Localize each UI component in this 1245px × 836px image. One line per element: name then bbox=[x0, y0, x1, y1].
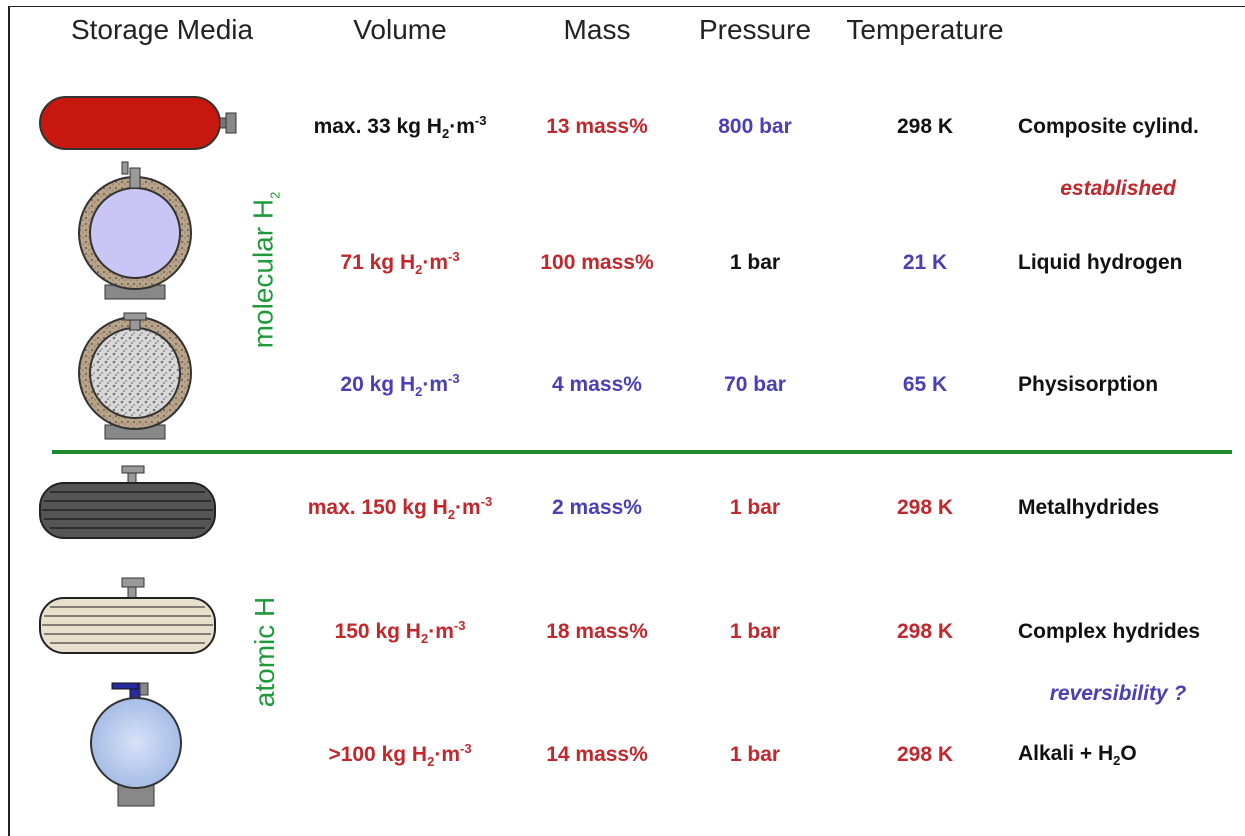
text-part: 2 mass% bbox=[552, 496, 642, 519]
text-part: O bbox=[1120, 742, 1136, 765]
complex-hydride-icon bbox=[40, 578, 215, 653]
group-label: molecular H2 bbox=[248, 192, 283, 349]
text-part: molecular H bbox=[248, 199, 279, 348]
text-part: 14 mass% bbox=[546, 743, 648, 766]
text-part: atomic H bbox=[249, 597, 280, 707]
text-part: reversibility ? bbox=[1050, 682, 1187, 705]
text-part: -3 bbox=[475, 113, 487, 128]
pressure-cell: 1 bar bbox=[730, 496, 780, 520]
name-cell: Metalhydrides bbox=[1018, 496, 1159, 520]
alkali-icon bbox=[91, 683, 181, 806]
text-part: >100 kg H bbox=[328, 743, 427, 766]
name-cell: Composite cylind. bbox=[1018, 115, 1199, 139]
text-part: 2 bbox=[442, 126, 449, 141]
temperature-cell: 298 K bbox=[897, 743, 953, 767]
text-part: 4 mass% bbox=[552, 373, 642, 396]
note: reversibility ? bbox=[1050, 682, 1187, 706]
volume-cell: 20 kg H2·m-3 bbox=[340, 371, 459, 399]
text-part: -3 bbox=[481, 494, 493, 509]
text-part: ·m bbox=[434, 743, 460, 766]
group-label: atomic H bbox=[249, 597, 281, 707]
volume-cell: 71 kg H2·m-3 bbox=[340, 249, 459, 277]
column-header: Volume bbox=[353, 14, 446, 46]
pressure-cell: 70 bar bbox=[724, 373, 786, 397]
mass-cell: 4 mass% bbox=[552, 373, 642, 397]
mass-cell: 14 mass% bbox=[546, 743, 648, 767]
name-cell: Alkali + H2O bbox=[1018, 742, 1137, 768]
text-part: ·m bbox=[428, 620, 454, 643]
text-part: 21 K bbox=[903, 251, 947, 274]
text-part: Metalhydrides bbox=[1018, 496, 1159, 519]
text-part: -3 bbox=[454, 618, 466, 633]
text-part: 13 mass% bbox=[546, 115, 648, 138]
text-part: 298 K bbox=[897, 496, 953, 519]
text-part: 65 K bbox=[903, 373, 947, 396]
column-header: Mass bbox=[564, 14, 631, 46]
text-part: 100 mass% bbox=[540, 251, 653, 274]
volume-cell: 150 kg H2·m-3 bbox=[335, 618, 466, 646]
text-part: 298 K bbox=[897, 743, 953, 766]
text-part: 298 K bbox=[897, 115, 953, 138]
text-part: Complex hydrides bbox=[1018, 620, 1200, 643]
text-part: max. 150 kg H bbox=[308, 496, 448, 519]
text-part: 70 bar bbox=[724, 373, 786, 396]
text-part: 2 bbox=[421, 631, 428, 646]
pressure-cell: 1 bar bbox=[730, 251, 780, 275]
metalhydride-icon bbox=[40, 466, 215, 538]
text-part: 1 bar bbox=[730, 620, 780, 643]
mass-cell: 100 mass% bbox=[540, 251, 653, 275]
pressure-cell: 800 bar bbox=[718, 115, 792, 139]
column-header: Storage Media bbox=[71, 14, 253, 46]
temperature-cell: 298 K bbox=[897, 115, 953, 139]
text-part: 18 mass% bbox=[546, 620, 648, 643]
text-part: -3 bbox=[460, 741, 472, 756]
pressure-cell: 1 bar bbox=[730, 743, 780, 767]
volume-cell: >100 kg H2·m-3 bbox=[328, 741, 471, 769]
volume-cell: max. 150 kg H2·m-3 bbox=[308, 494, 493, 522]
text-part: established bbox=[1060, 177, 1176, 200]
text-part: 150 kg H bbox=[335, 620, 421, 643]
text-part: Liquid hydrogen bbox=[1018, 251, 1182, 274]
text-part: ·m bbox=[455, 496, 481, 519]
text-part: -3 bbox=[448, 371, 460, 386]
text-part: 298 K bbox=[897, 620, 953, 643]
page: Storage Media Volume Mass Pressure Temperatu… bbox=[0, 0, 1245, 825]
text-part: Alkali + H bbox=[1018, 742, 1113, 765]
text-part: 2 bbox=[427, 754, 434, 769]
text-part: ·m bbox=[449, 115, 475, 138]
physisorption-icon bbox=[79, 313, 191, 439]
text-part: -3 bbox=[448, 249, 460, 264]
text-part: 2 bbox=[415, 384, 422, 399]
text-part: max. 33 kg H bbox=[314, 115, 442, 138]
column-header: Temperature bbox=[846, 14, 1003, 46]
pressure-cell: 1 bar bbox=[730, 620, 780, 644]
volume-cell: max. 33 kg H2·m-3 bbox=[314, 113, 487, 141]
temperature-cell: 298 K bbox=[897, 496, 953, 520]
text-part: 1 bar bbox=[730, 743, 780, 766]
mass-cell: 18 mass% bbox=[546, 620, 648, 644]
name-cell: Complex hydrides bbox=[1018, 620, 1200, 644]
composite-cylinder-icon bbox=[40, 97, 236, 149]
text-part: ·m bbox=[422, 251, 448, 274]
text-part: 2 bbox=[415, 262, 422, 277]
text-part: ·m bbox=[422, 373, 448, 396]
mass-cell: 13 mass% bbox=[546, 115, 648, 139]
text-part: 20 kg H bbox=[340, 373, 415, 396]
text-part: 71 kg H bbox=[340, 251, 415, 274]
text-part: Physisorption bbox=[1018, 373, 1158, 396]
name-cell: Physisorption bbox=[1018, 373, 1158, 397]
mass-cell: 2 mass% bbox=[552, 496, 642, 520]
liquid-hydrogen-icon bbox=[79, 162, 191, 299]
temperature-cell: 21 K bbox=[903, 251, 947, 275]
text-part: 2 bbox=[267, 192, 282, 199]
text-part: 800 bar bbox=[718, 115, 792, 138]
name-cell: Liquid hydrogen bbox=[1018, 251, 1182, 275]
note: established bbox=[1060, 177, 1176, 201]
temperature-cell: 65 K bbox=[903, 373, 947, 397]
text-part: 1 bar bbox=[730, 251, 780, 274]
text-part: Composite cylind. bbox=[1018, 115, 1199, 138]
temperature-cell: 298 K bbox=[897, 620, 953, 644]
column-header: Pressure bbox=[699, 14, 811, 46]
text-part: 1 bar bbox=[730, 496, 780, 519]
